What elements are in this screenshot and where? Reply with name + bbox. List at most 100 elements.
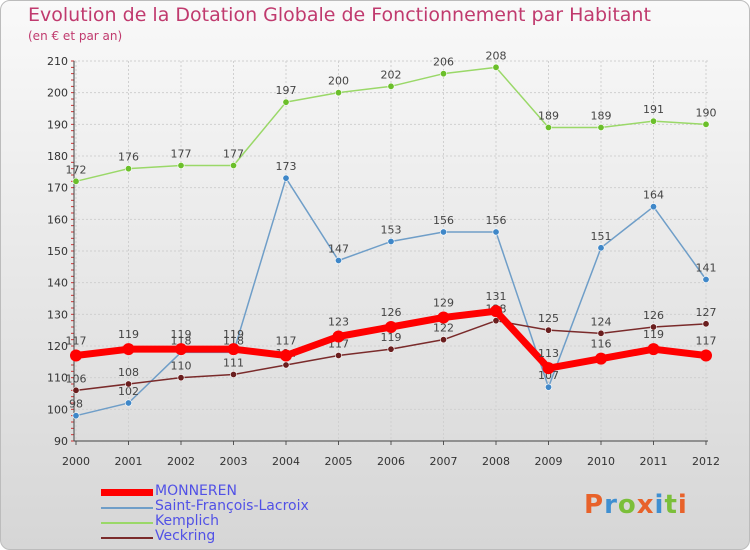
legend-label: Veckring (155, 528, 216, 544)
data-point (72, 177, 80, 185)
data-point (544, 326, 552, 334)
data-point (544, 124, 552, 132)
data-label: 116 (591, 338, 612, 351)
data-label: 176 (118, 151, 139, 164)
data-label: 156 (486, 214, 507, 227)
data-point (597, 124, 605, 132)
legend-swatch (101, 522, 153, 524)
data-point (492, 63, 500, 71)
data-label: 122 (433, 322, 454, 335)
x-tick-label: 2002 (167, 455, 195, 468)
data-label: 189 (591, 110, 612, 123)
x-tick-label: 2005 (325, 455, 353, 468)
data-point (700, 349, 712, 362)
data-label: 113 (538, 347, 559, 360)
legend-swatch (101, 489, 153, 496)
data-point (649, 203, 657, 211)
data-point (334, 351, 342, 359)
data-point (175, 343, 187, 356)
y-tick-label: 140 (47, 277, 68, 290)
data-label: 189 (538, 110, 559, 123)
chart-title: Evolution de la Dotation Globale de Fonc… (28, 4, 651, 26)
data-point (125, 380, 133, 388)
data-point (125, 165, 133, 173)
data-point (282, 98, 290, 106)
y-tick-label: 90 (54, 435, 68, 448)
logo-letter: i (654, 490, 665, 520)
data-label: 111 (223, 357, 244, 370)
data-point (542, 362, 555, 375)
data-label: 117 (276, 335, 297, 348)
data-point (227, 343, 240, 356)
data-point (649, 323, 657, 331)
data-label: 208 (486, 49, 507, 62)
data-label: 177 (223, 148, 244, 161)
y-tick-label: 160 (47, 213, 68, 226)
data-label: 200 (328, 75, 349, 88)
data-point (387, 82, 395, 90)
x-tick-label: 2007 (430, 455, 458, 468)
data-label: 191 (643, 103, 664, 116)
data-label: 126 (643, 309, 664, 322)
y-tick-label: 180 (47, 150, 68, 163)
data-label: 147 (328, 243, 349, 256)
data-label: 98 (69, 398, 83, 411)
x-tick-label: 2011 (640, 455, 668, 468)
data-point (702, 320, 710, 328)
data-label: 164 (643, 189, 664, 202)
data-label: 202 (381, 68, 402, 81)
x-tick-label: 2004 (272, 455, 300, 468)
y-tick-label: 100 (47, 403, 68, 416)
x-tick-label: 2010 (587, 455, 615, 468)
y-tick-label: 130 (47, 308, 68, 321)
data-point (230, 370, 238, 378)
x-tick-label: 2003 (220, 455, 248, 468)
data-point (439, 70, 447, 78)
data-point (280, 349, 292, 362)
data-label: 118 (223, 334, 244, 347)
data-label: 151 (591, 230, 612, 243)
logo-letter: t (664, 490, 678, 520)
x-tick-label: 2006 (377, 455, 405, 468)
data-label: 119 (171, 328, 192, 341)
data-point (490, 305, 502, 318)
legend-swatch (101, 507, 153, 509)
data-point (72, 386, 80, 394)
y-tick-label: 200 (47, 87, 68, 100)
data-point (385, 321, 397, 333)
data-point (70, 349, 82, 362)
data-label: 206 (433, 56, 454, 69)
data-label: 119 (643, 328, 664, 341)
data-point (282, 361, 290, 369)
data-point (492, 317, 500, 325)
data-label: 107 (538, 369, 559, 382)
data-point (544, 383, 552, 391)
data-point (647, 343, 660, 356)
data-label: 102 (118, 385, 139, 398)
chart-subtitle: (en € et par an) (28, 29, 123, 43)
data-point (439, 228, 447, 236)
logo-letter: o (617, 490, 637, 520)
data-point (387, 345, 395, 353)
data-point (177, 162, 185, 170)
data-point (492, 228, 500, 236)
y-tick-label: 120 (47, 340, 68, 353)
data-label: 124 (591, 315, 612, 328)
data-label: 126 (381, 306, 402, 319)
data-point (72, 412, 80, 420)
legend-label: Kemplich (155, 513, 219, 529)
data-point (437, 311, 450, 324)
data-label: 156 (433, 214, 454, 227)
logo-letter: i (677, 490, 688, 520)
legend-swatch (101, 537, 153, 539)
y-tick-label: 110 (47, 372, 68, 385)
data-label: 172 (66, 163, 87, 176)
legend-label: MONNEREN (155, 483, 237, 499)
x-tick-label: 2008 (482, 455, 510, 468)
data-point (334, 256, 342, 264)
data-label: 131 (486, 290, 507, 303)
data-label: 129 (433, 297, 454, 310)
logo-letter: r (604, 490, 618, 520)
x-tick-label: 2001 (115, 455, 143, 468)
data-point (595, 352, 607, 365)
